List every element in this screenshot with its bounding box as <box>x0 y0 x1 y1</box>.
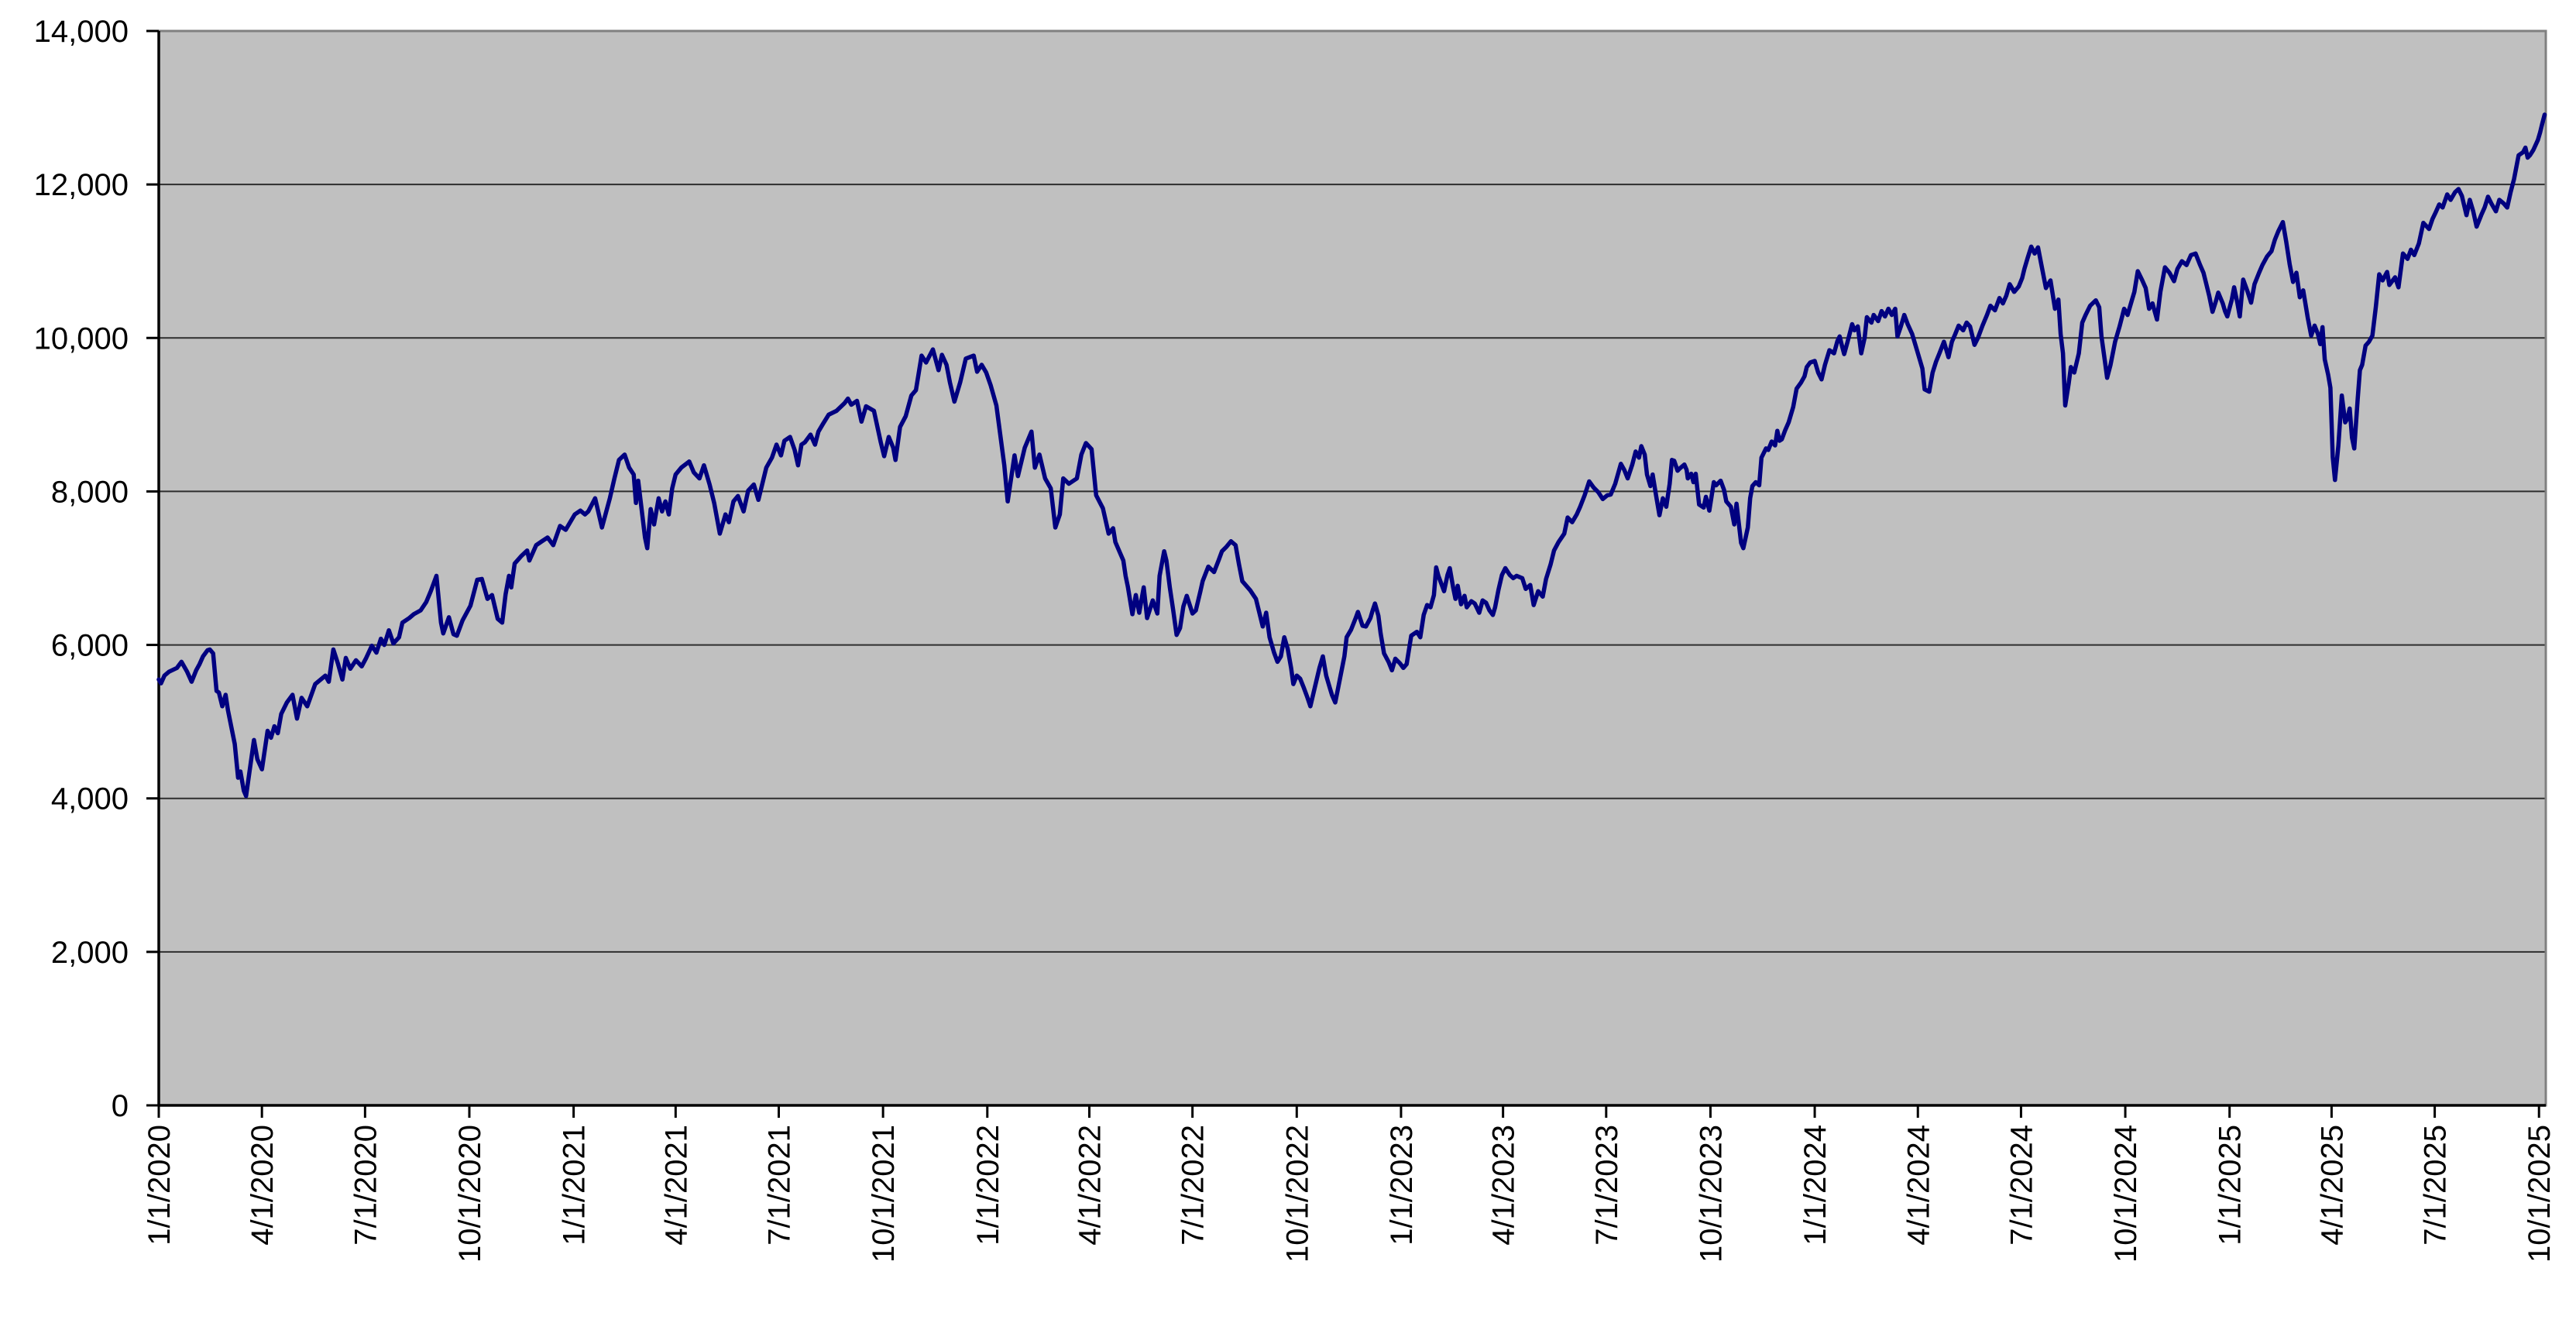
x-axis-label: 1/1/2022 <box>971 1125 1005 1246</box>
y-axis-label: 6,000 <box>51 629 129 663</box>
x-axis-label: 1/1/2024 <box>1798 1125 1832 1246</box>
y-axis-label: 14,000 <box>34 15 129 49</box>
plot-area <box>159 31 2546 1105</box>
data-line <box>156 112 2547 799</box>
x-axis-label: 7/1/2022 <box>1176 1125 1211 1246</box>
x-axis-label: 4/1/2020 <box>246 1125 280 1246</box>
y-axis-label: 12,000 <box>34 168 129 202</box>
x-axis-label: 10/1/2025 <box>2523 1125 2557 1263</box>
x-axis-label: 4/1/2022 <box>1073 1125 1107 1246</box>
y-axis-label: 2,000 <box>51 936 129 970</box>
x-axis-label: 4/1/2023 <box>1487 1125 1521 1246</box>
x-axis-label: 10/1/2024 <box>2109 1125 2143 1263</box>
x-axis-label: 1/1/2020 <box>143 1125 177 1246</box>
x-axis-label: 10/1/2022 <box>1280 1125 1314 1263</box>
y-axis-label: 4,000 <box>51 782 129 816</box>
y-axis-label: 8,000 <box>51 475 129 509</box>
x-axis-label: 7/1/2023 <box>1590 1125 1624 1246</box>
x-axis-label: 7/1/2025 <box>2419 1125 2453 1246</box>
y-axis-label: 0 <box>112 1089 129 1123</box>
x-axis-label: 1/1/2025 <box>2214 1125 2248 1246</box>
x-axis-label: 4/1/2025 <box>2315 1125 2349 1246</box>
x-axis-label: 10/1/2020 <box>453 1125 487 1263</box>
x-axis-label: 10/1/2021 <box>867 1125 901 1263</box>
y-axis-label: 10,000 <box>34 321 129 356</box>
x-axis-label: 10/1/2023 <box>1694 1125 1728 1263</box>
x-axis-label: 7/1/2024 <box>2004 1125 2038 1246</box>
x-axis-label: 4/1/2021 <box>659 1125 693 1246</box>
x-axis-label: 1/1/2021 <box>558 1125 592 1246</box>
x-axis-label: 7/1/2020 <box>349 1125 383 1246</box>
x-axis-label: 1/1/2023 <box>1385 1125 1419 1246</box>
x-axis-label: 4/1/2024 <box>1901 1125 1935 1246</box>
x-axis-label: 7/1/2021 <box>763 1125 797 1246</box>
